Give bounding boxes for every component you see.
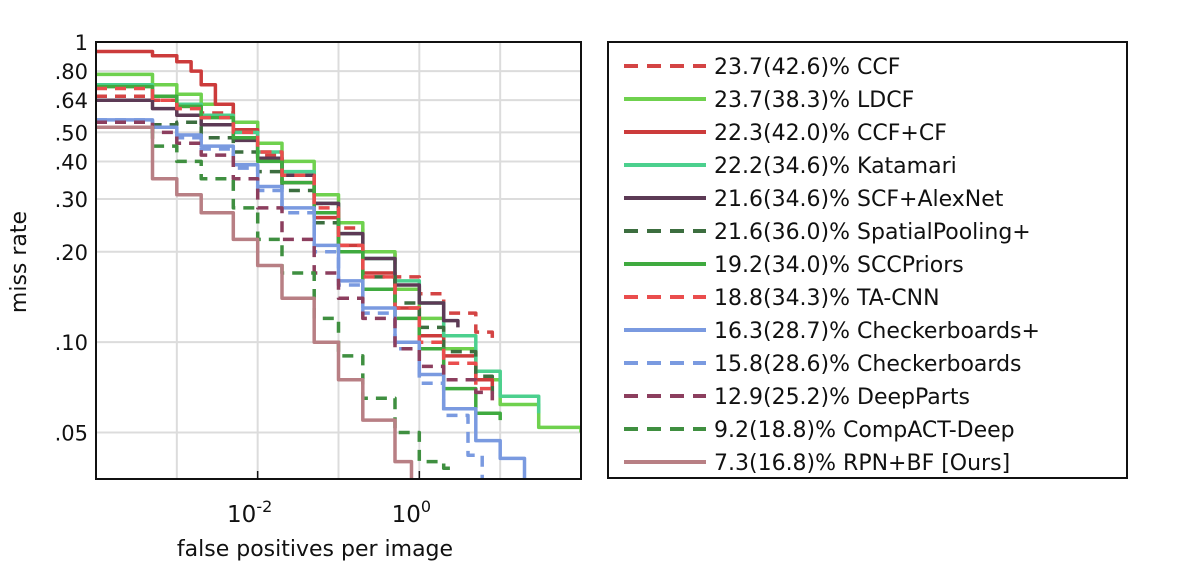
legend-label: 22.2(34.6)% Katamari <box>714 154 957 179</box>
x-tick-label: 100 <box>392 497 431 528</box>
legend-label: 16.3(28.7)% Checkerboards+ <box>714 319 1040 344</box>
series-line <box>96 94 495 345</box>
legend-label: 23.7(42.6)% CCF <box>714 55 900 80</box>
legend-label: 21.6(36.0)% SpatialPooling+ <box>714 220 1031 245</box>
legend-box <box>607 41 1128 479</box>
legend-label: 12.9(25.2)% DeepParts <box>714 385 970 410</box>
legend: 23.7(42.6)% CCF 23.7(38.3)% LDCF 22.3(42.0… <box>607 41 1128 479</box>
series-line <box>96 125 458 471</box>
y-axis-label: miss rate <box>7 211 32 313</box>
y-tick-label: .20 <box>55 241 88 265</box>
legend-entries: 23.7(42.6)% CCF 23.7(38.3)% LDCF 22.3(42.0… <box>624 55 1040 476</box>
y-tick-label: .10 <box>55 331 88 355</box>
series-line <box>96 98 460 328</box>
tick-labels: 1 .80 .64 .50 .40 .30 .20 .10 .05 10-2 100 <box>55 31 431 528</box>
series-line <box>96 120 495 401</box>
y-tick-label: .64 <box>55 89 88 113</box>
legend-label: 22.3(42.0)% CCF+CF <box>714 121 947 146</box>
series-line <box>96 86 495 401</box>
legend-label: 7.3(16.8)% RPN+BF [Ours] <box>714 451 1010 476</box>
legend-label: 19.2(34.0)% SCCPriors <box>714 253 964 278</box>
legend-label: 9.2(18.8)% CompACT-Deep <box>714 418 1015 443</box>
legend-label: 23.7(38.3)% LDCF <box>714 88 914 113</box>
y-tick-label: .50 <box>55 121 88 145</box>
legend-label: 18.8(34.3)% TA-CNN <box>714 286 940 311</box>
y-tick-label: 1 <box>75 31 88 55</box>
series-line <box>96 125 414 479</box>
y-tick-label: .40 <box>55 150 88 174</box>
plot-frame <box>95 41 582 480</box>
y-tick-label: .80 <box>55 60 88 84</box>
series-line <box>96 84 502 421</box>
legend-label: 15.8(28.6)% Checkerboards <box>714 352 1022 377</box>
legend-label: 21.6(34.6)% SCF+AlexNet <box>714 187 1004 212</box>
series-lines <box>96 49 581 479</box>
y-tick-label: .30 <box>55 188 88 212</box>
x-axis-label: false positives per image <box>177 537 453 562</box>
series-line <box>96 118 527 479</box>
x-tick-label: 10-2 <box>227 497 272 528</box>
y-tick-label: .05 <box>55 422 88 446</box>
